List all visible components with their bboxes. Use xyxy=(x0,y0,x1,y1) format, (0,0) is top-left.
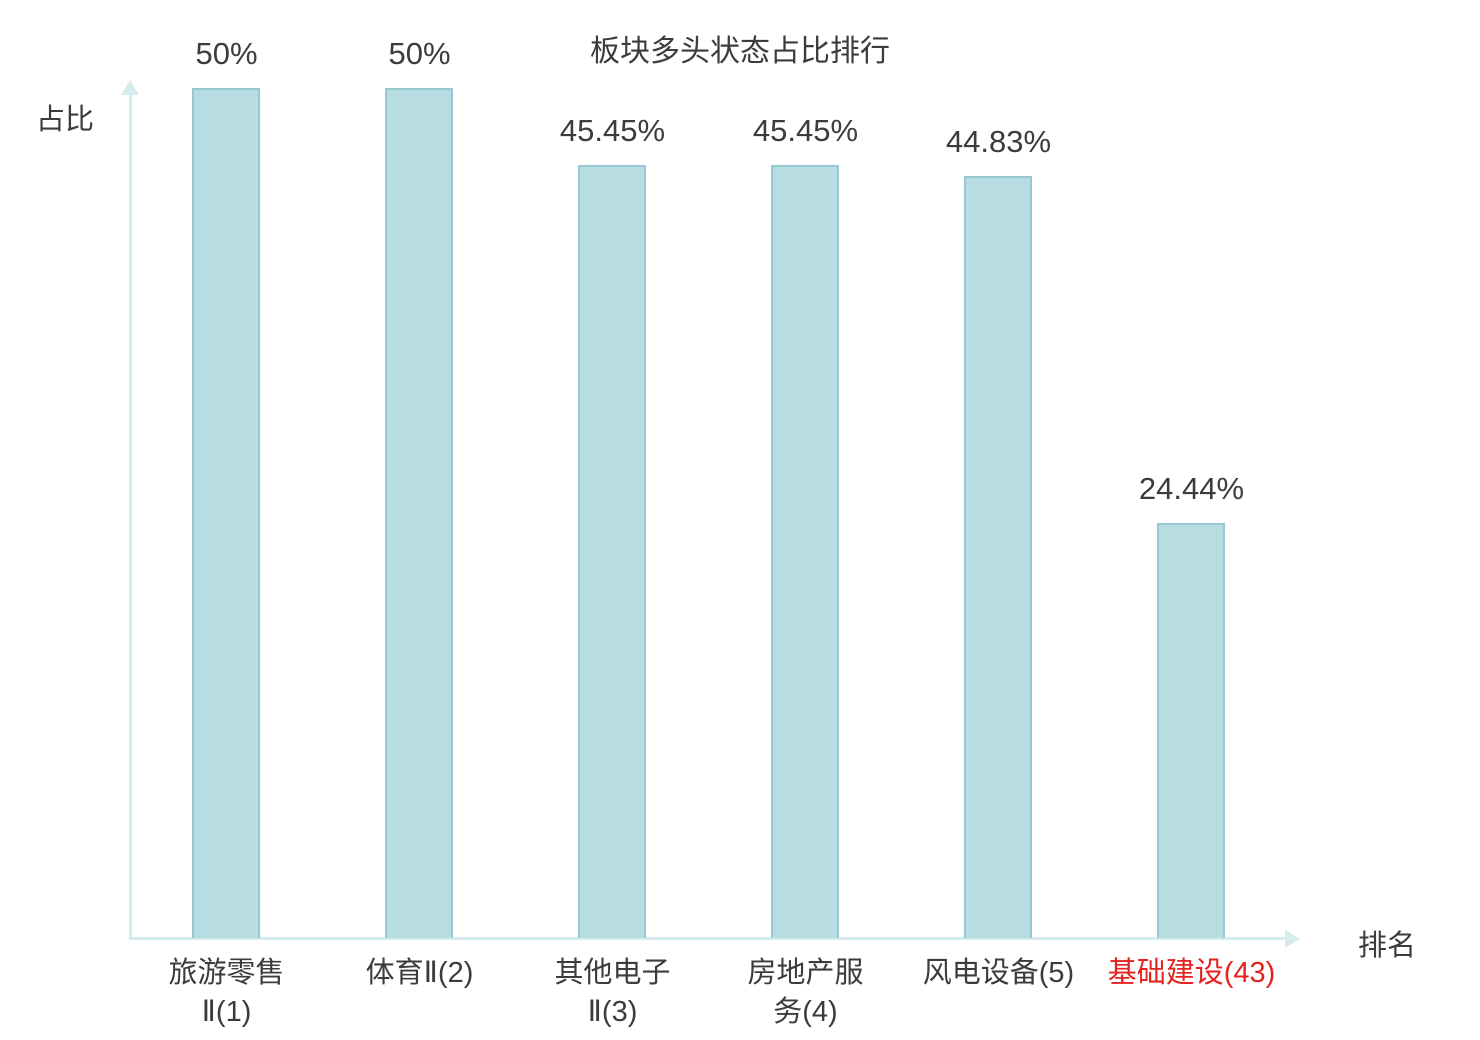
chart-title: 板块多头状态占比排行 xyxy=(590,35,890,68)
bar-value-label: 50% xyxy=(195,36,258,71)
bar-slot: 44.83% 风电设备(5) xyxy=(902,85,1095,989)
y-axis-arrow-icon xyxy=(121,80,139,95)
bar xyxy=(385,88,453,938)
category-label: 旅游零售 Ⅱ(1) xyxy=(120,954,333,1032)
bar xyxy=(964,176,1032,938)
category-label: 其他电子 Ⅱ(3) xyxy=(506,954,719,1032)
bar-value-label: 44.83% xyxy=(945,124,1052,159)
y-axis-label: 占比 xyxy=(36,104,95,136)
category-label-line: Ⅱ(1) xyxy=(201,996,252,1029)
bar-value-label: 45.45% xyxy=(752,113,859,148)
bar xyxy=(1157,523,1225,938)
category-label-line: Ⅱ(3) xyxy=(587,996,638,1029)
bar-slot: 50% 体育Ⅱ(2) xyxy=(323,36,516,989)
category-label-line: 旅游零售 xyxy=(168,957,285,989)
bar-slot: 24.44% 基础建设(43) xyxy=(1095,85,1288,989)
category-label-line: 体育Ⅱ(2) xyxy=(365,957,474,989)
category-label-line: 其他电子 xyxy=(554,957,671,989)
x-axis-line xyxy=(129,937,1287,940)
category-label: 风电设备(5) xyxy=(892,954,1105,993)
plot-area: 50% 旅游零售 Ⅱ(1) 50% 体育Ⅱ(2) 45.45% 其他电子 Ⅱ(3) 45.45%… xyxy=(130,36,1288,1028)
category-label: 房地产服务(4) xyxy=(699,954,912,1032)
bar-value-label: 50% xyxy=(388,36,451,71)
category-label-line: 房地产服 xyxy=(747,957,864,989)
category-label-line: 风电设备(5) xyxy=(922,957,1075,989)
bar-slot: 45.45% 其他电子 Ⅱ(3) xyxy=(516,85,709,1028)
bar-slot: 45.45% 房地产服务(4) xyxy=(709,85,902,1028)
category-label: 体育Ⅱ(2) xyxy=(313,954,526,993)
x-axis-label: 排名 xyxy=(1358,930,1417,962)
bar-slot: 50% 旅游零售 Ⅱ(1) xyxy=(130,36,323,1028)
bar xyxy=(771,165,839,938)
bar xyxy=(578,165,646,938)
bar-value-label: 24.44% xyxy=(1138,471,1245,506)
bar-value-label: 45.45% xyxy=(559,113,666,148)
category-label-line: 务(4) xyxy=(773,996,838,1029)
category-label-line: 基础建设(43) xyxy=(1107,957,1276,989)
bar xyxy=(192,88,260,938)
y-axis-line xyxy=(129,94,132,940)
x-axis-arrow-icon xyxy=(1285,929,1300,948)
category-label: 基础建设(43) xyxy=(1085,954,1298,993)
